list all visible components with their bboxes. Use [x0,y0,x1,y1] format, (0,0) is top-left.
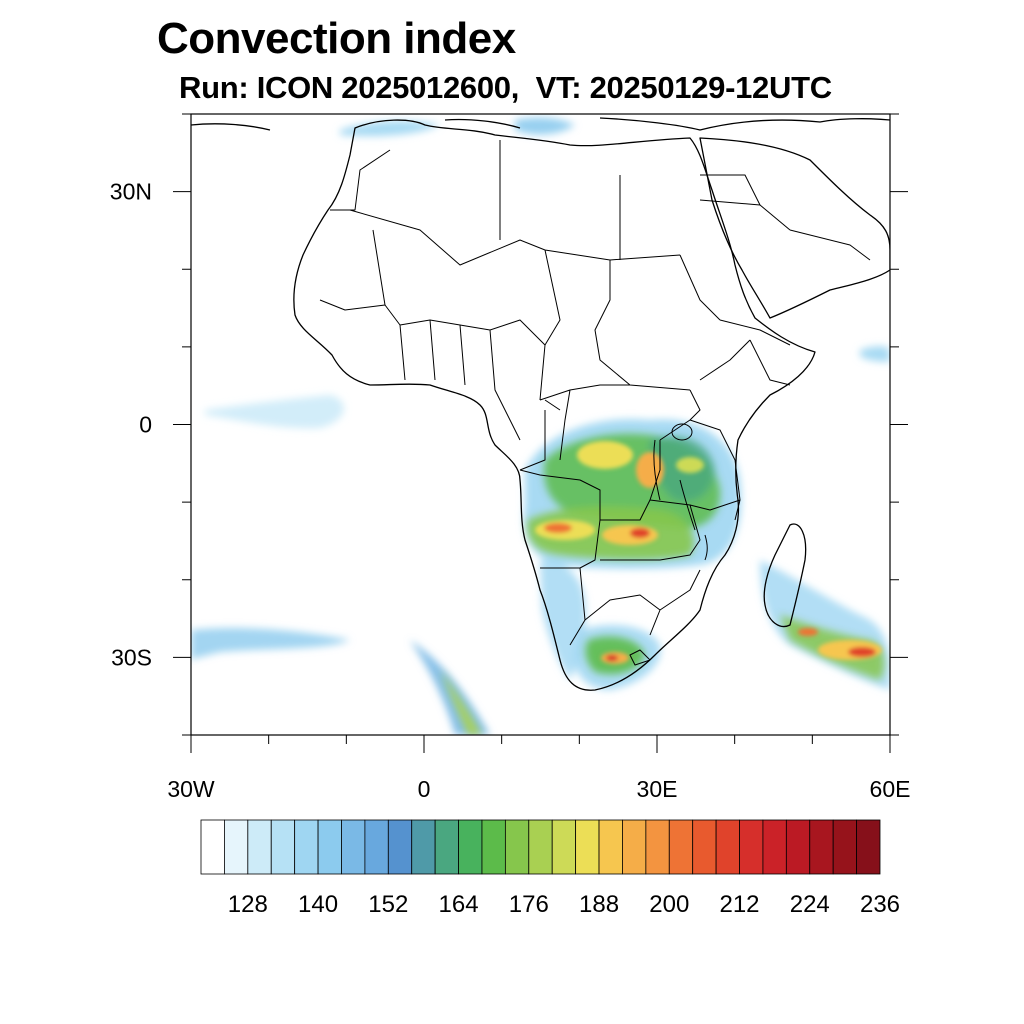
lat-tick-label: 30S [111,644,152,670]
map-title: Convection index [157,14,516,63]
convection-gulf-guinea [205,395,344,429]
colorbar-swatch [341,819,366,875]
lon-tick-label: 60E [870,776,911,802]
colorbar-swatch [692,819,717,875]
country-borders [319,140,871,666]
colorbar-label: 164 [439,891,479,918]
colorbar-swatch [762,819,787,875]
madagascar-coastline [763,523,807,628]
convection-med-east [515,117,575,135]
convection-angola-hot [544,523,572,533]
colorbar-swatch [809,819,834,875]
colorbar-swatch [856,819,881,875]
colorbar-label: 224 [790,891,830,918]
colorbar-swatch [364,819,389,875]
colorbar-swatch [739,819,764,875]
lon-tick-label: 0 [418,776,431,802]
colorbar-swatch [832,819,857,875]
colorbar-swatch [458,819,483,875]
colorbar-label: 188 [579,891,619,918]
colorbar-label: 176 [509,891,549,918]
colorbar-swatch [224,819,249,875]
convection-arabian-sea [860,346,890,362]
colorbar-label: 236 [860,891,900,918]
colorbar-label: 200 [649,891,689,918]
colorbar-label: 140 [298,891,338,918]
mediterranean-north-coast [191,117,890,131]
colorbar-swatch [668,819,694,875]
convection-atlantic-band [191,628,350,660]
convection-zambia-hot [630,528,650,538]
coastline-layer [191,117,890,691]
convection-congo-core [577,441,633,469]
colorbar-swatch [481,819,506,875]
colorbar-swatch [270,819,296,875]
convection-indianocean-hot [848,647,876,657]
africa-coastline [293,119,816,691]
convection-southafrica-hot [606,655,618,661]
convection-zambia-core [602,525,658,545]
axes: 30W 0 30E 60E 30N 0 30S [110,113,911,802]
colorbar-swatch [575,819,600,875]
colorbar-swatch [504,819,530,875]
colorbar-label: 128 [228,891,268,918]
colorbar-swatch [528,819,553,875]
colorbar-swatch [411,819,436,875]
colorbar: 128 140 152 164 176 188 200 212 224 236 [200,819,900,918]
convection-atlantic-front-mid [440,670,482,735]
colorbar-swatch [785,819,811,875]
lake-outlines [653,423,708,561]
lon-tick-label: 30E [637,776,678,802]
colorbar-swatch [598,819,623,875]
colorbar-swatch [434,819,459,875]
colorbar-swatch [622,819,647,875]
run-subtitle: Run: ICON 2025012600, VT: 20250129-12UTC [179,70,832,105]
lat-tick-label: 0 [139,412,152,438]
convection-field [191,117,890,735]
lon-tick-label: 30W [167,776,215,802]
colorbar-swatch [387,819,413,875]
arabia-coastline [699,137,890,319]
colorbar-swatch [247,819,272,875]
lat-tick-label: 30N [110,179,152,205]
convection-southwest-outer [540,560,586,680]
convection-indianocean-hot-2 [798,628,818,636]
colorbar-label: 212 [719,891,759,918]
colorbar-swatch [317,819,342,875]
colorbar-swatch [645,819,670,875]
colorbar-swatch [551,819,577,875]
colorbar-label: 152 [368,891,408,918]
colorbar-swatch [715,819,740,875]
colorbar-swatch [294,819,319,875]
convection-eastafrica-core [676,457,704,473]
colorbar-swatch [200,819,225,875]
